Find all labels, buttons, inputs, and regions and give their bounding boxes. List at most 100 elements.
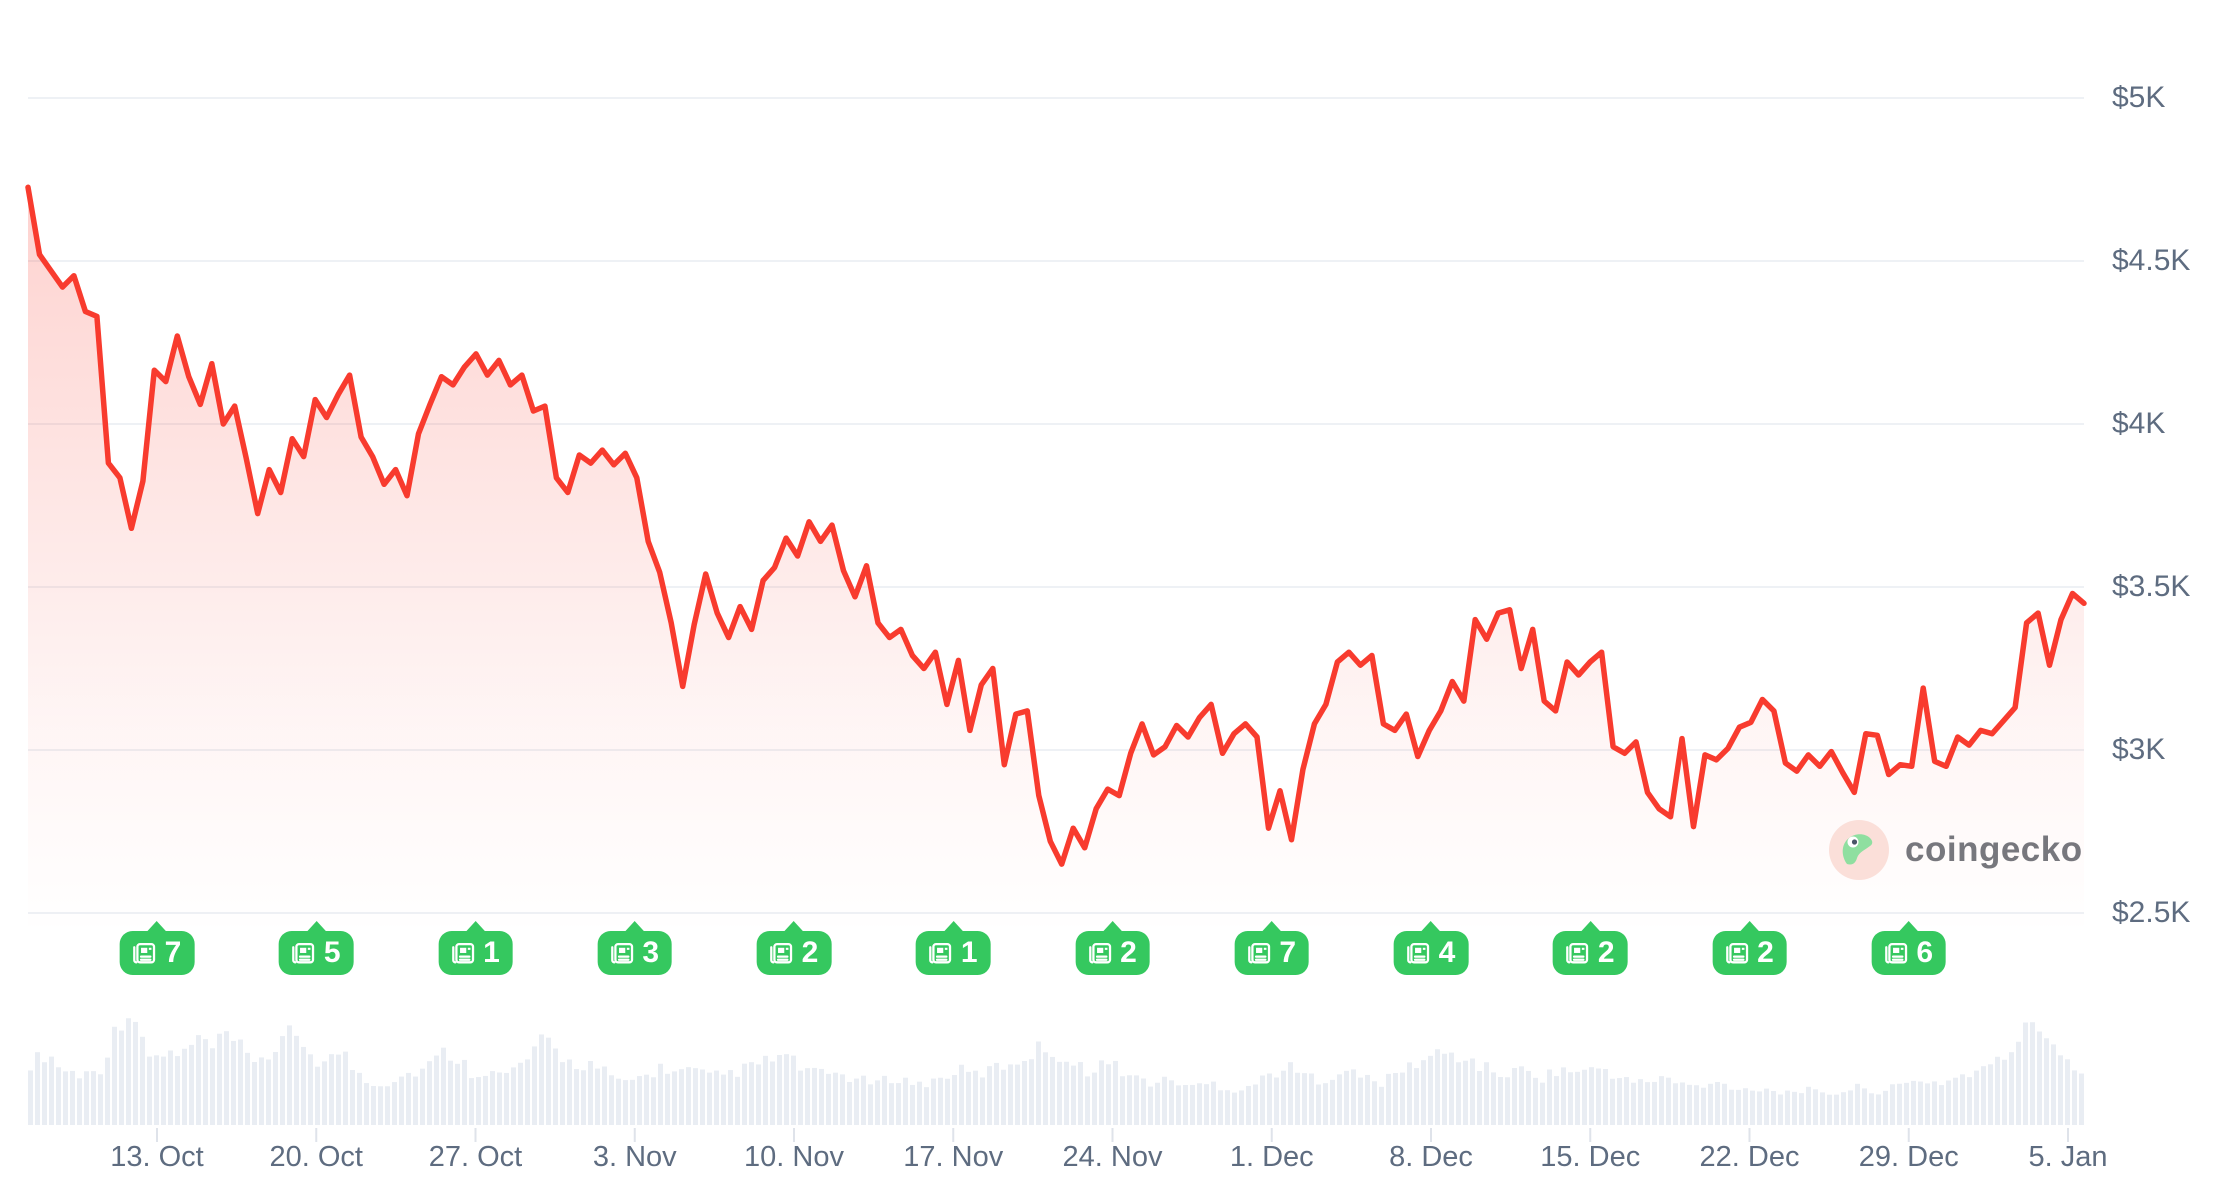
volume-bar — [1911, 1080, 1916, 1125]
news-badge[interactable]: 1 — [438, 921, 513, 975]
volume-bar — [1659, 1076, 1664, 1125]
volume-bar — [861, 1075, 866, 1125]
x-axis-label: 20. Oct — [269, 1141, 364, 1173]
volume-bar — [1393, 1073, 1398, 1125]
volume-bar — [1561, 1067, 1566, 1125]
volume-bar — [1421, 1060, 1426, 1125]
news-badge[interactable]: 2 — [756, 921, 832, 975]
volume-bar — [525, 1059, 530, 1125]
news-badge[interactable]: 2 — [1552, 921, 1628, 975]
volume-bar — [1379, 1086, 1384, 1125]
volume-bar — [343, 1051, 348, 1125]
volume-bar — [1113, 1060, 1118, 1125]
x-axis-label: 27. Oct — [428, 1141, 523, 1173]
news-badge[interactable]: 2 — [1075, 921, 1150, 975]
price-line — [25, 184, 2087, 867]
volume-bar — [1610, 1078, 1615, 1125]
volume-bar — [1176, 1085, 1181, 1125]
volume-bar — [1386, 1073, 1391, 1125]
volume-bar — [1806, 1086, 1811, 1125]
volume-bar — [462, 1059, 467, 1125]
volume-bar — [1288, 1062, 1293, 1125]
volume-bar — [546, 1037, 551, 1125]
volume-bar — [728, 1070, 733, 1125]
volume-bar — [1820, 1092, 1825, 1125]
volume-bar — [882, 1075, 887, 1125]
y-axis-label: $2.5K — [2112, 896, 2191, 929]
volume-bar — [1001, 1069, 1006, 1125]
news-badge[interactable]: 3 — [597, 921, 673, 975]
volume-bar — [1274, 1077, 1279, 1125]
volume-bar — [931, 1078, 936, 1125]
volume-bar — [1848, 1090, 1853, 1125]
volume-bar — [399, 1076, 404, 1125]
volume-bar — [196, 1035, 201, 1125]
volume-bar — [1204, 1084, 1209, 1125]
volume-bar — [924, 1087, 929, 1125]
volume-bar — [1603, 1068, 1608, 1125]
volume-bar — [1995, 1056, 2000, 1125]
volume-bar — [1953, 1077, 1958, 1125]
volume-bar — [1729, 1089, 1734, 1125]
volume-bar — [77, 1078, 82, 1125]
volume-bar — [1323, 1083, 1328, 1125]
volume-bar — [63, 1071, 68, 1125]
volume-bar — [770, 1061, 775, 1125]
volume-bar — [1449, 1052, 1454, 1125]
news-badge[interactable]: 6 — [1871, 921, 1947, 975]
volume-bar — [1778, 1094, 1783, 1125]
volume-bar — [644, 1074, 649, 1125]
volume-bar — [1078, 1062, 1083, 1125]
volume-bar — [119, 1030, 124, 1125]
badge-pointer-icon — [1260, 921, 1283, 933]
volume-bar — [1757, 1091, 1762, 1125]
volume-bar — [1358, 1077, 1363, 1125]
news-badge[interactable]: 7 — [1234, 921, 1310, 975]
volume-bar — [1568, 1072, 1573, 1125]
volume-bar — [1050, 1056, 1055, 1125]
badge-pointer-icon — [1738, 921, 1761, 933]
volume-bar — [238, 1039, 243, 1125]
volume-bar — [700, 1069, 705, 1125]
news-badge[interactable]: 2 — [1712, 921, 1787, 975]
volume-bar — [749, 1062, 754, 1125]
volume-bar — [756, 1064, 761, 1125]
volume-bar — [833, 1072, 838, 1125]
news-badge[interactable]: 1 — [915, 921, 991, 975]
volume-bar — [707, 1072, 712, 1125]
x-axis-label: 17. Nov — [903, 1141, 1004, 1173]
volume-bar — [1463, 1060, 1468, 1125]
volume-bar — [1652, 1081, 1657, 1125]
news-badge[interactable]: 4 — [1393, 921, 1469, 975]
volume-bar — [1799, 1093, 1804, 1125]
volume-bar — [2030, 1022, 2035, 1125]
volume-bar — [1365, 1074, 1370, 1125]
volume-bar — [28, 1070, 33, 1125]
volume-bar — [91, 1071, 96, 1125]
volume-bar — [1869, 1093, 1874, 1125]
volume-bar — [1988, 1064, 1993, 1125]
volume-bar — [1120, 1076, 1125, 1125]
volume-bar — [385, 1086, 390, 1125]
volume-bar — [938, 1077, 943, 1125]
y-axis-label: $3K — [2112, 733, 2166, 766]
volume-bar — [1862, 1088, 1867, 1125]
news-count: 7 — [164, 936, 182, 969]
news-badge[interactable]: 5 — [278, 921, 354, 975]
volume-bar — [2044, 1038, 2049, 1125]
volume-bar — [1834, 1094, 1839, 1125]
news-badge[interactable]: 7 — [119, 921, 195, 975]
volume-bar — [1750, 1090, 1755, 1125]
volume-bar — [1085, 1076, 1090, 1125]
volume-bar — [441, 1047, 446, 1125]
volume-bar — [896, 1083, 901, 1125]
volume-bar — [1736, 1089, 1741, 1125]
volume-bar — [1190, 1084, 1195, 1125]
volume-bar — [1897, 1083, 1902, 1125]
newspaper-icon — [451, 942, 474, 963]
volume-bar — [665, 1073, 670, 1125]
newspaper-icon — [133, 942, 156, 963]
volume-bar — [1792, 1091, 1797, 1125]
volume-bar — [1351, 1069, 1356, 1125]
